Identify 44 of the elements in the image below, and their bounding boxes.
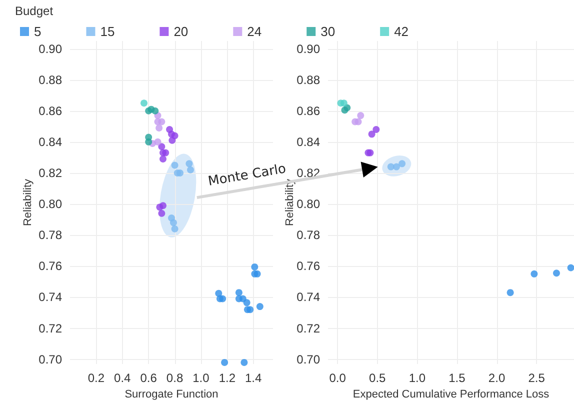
x-tick-label: 0.6 xyxy=(140,371,158,385)
y-tick-label: 0.72 xyxy=(296,321,320,336)
y-tick-label: 0.74 xyxy=(38,290,62,304)
y-tick-label: 0.72 xyxy=(38,321,62,336)
y-tick-label: 0.90 xyxy=(296,42,320,56)
y-tick-label: 0.80 xyxy=(38,197,62,212)
x-axis-title: Surrogate Function xyxy=(124,388,218,400)
x-tick-label: 1.4 xyxy=(245,371,262,385)
legend-label: 5 xyxy=(34,24,42,39)
x-axis-title: Expected Cumulative Performance Loss xyxy=(352,388,550,400)
y-tick-label: 0.84 xyxy=(38,134,62,149)
x-tick-label: 0.5 xyxy=(369,371,386,385)
x-tick-label: 0.4 xyxy=(114,371,132,385)
y-tick-label: 0.76 xyxy=(296,259,320,274)
legend-label: 30 xyxy=(320,24,336,39)
x-tick-label: 0.2 xyxy=(88,371,105,385)
x-tick-label: 1.2 xyxy=(218,371,236,385)
x-tick-label: 1.5 xyxy=(448,371,466,385)
legend-label: 15 xyxy=(100,24,115,39)
x-tick-label: 2.5 xyxy=(528,371,546,385)
y-tick-label: 0.86 xyxy=(38,104,62,118)
y-tick-label: 0.88 xyxy=(38,72,62,87)
x-tick-label: 1.0 xyxy=(408,371,426,385)
y-tick-label: 0.84 xyxy=(296,134,320,149)
legend-title: Budget xyxy=(15,4,54,18)
legend-label: 24 xyxy=(247,24,262,39)
y-tick-label: 0.90 xyxy=(38,42,62,56)
x-tick-label: 0.8 xyxy=(166,371,184,385)
y-axis-title: Reliability xyxy=(22,178,34,226)
y-tick-label: 0.78 xyxy=(38,228,62,242)
x-tick-label: 0.0 xyxy=(329,371,346,385)
y-tick-label: 0.70 xyxy=(296,352,320,366)
x-tick-label: 2.0 xyxy=(488,371,506,385)
y-tick-label: 0.88 xyxy=(296,72,320,87)
y-tick-label: 0.74 xyxy=(296,290,320,304)
y-tick-label: 0.86 xyxy=(296,104,320,118)
y-tick-label: 0.78 xyxy=(296,228,320,242)
legend-label: 42 xyxy=(394,24,409,39)
x-tick-label: 1.0 xyxy=(192,371,210,385)
legend-label: 20 xyxy=(174,24,188,39)
y-tick-label: 0.80 xyxy=(296,197,320,212)
y-tick-label: 0.82 xyxy=(38,166,62,180)
y-tick-label: 0.70 xyxy=(38,352,62,366)
y-tick-label: 0.76 xyxy=(38,259,62,274)
